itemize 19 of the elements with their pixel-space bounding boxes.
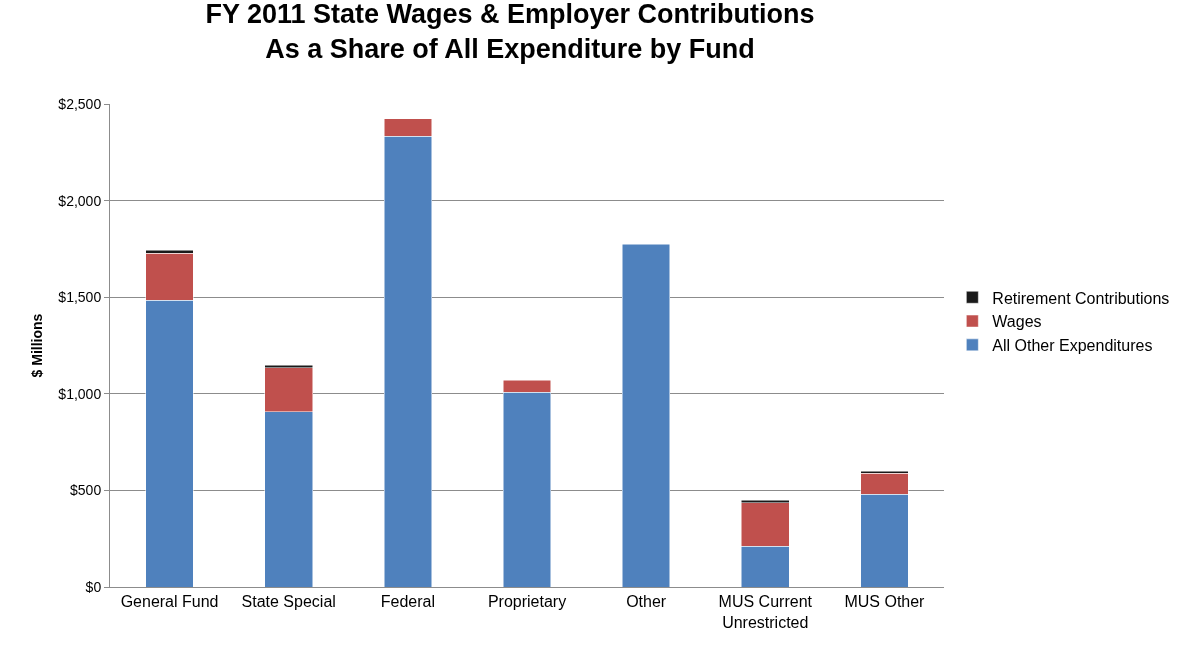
x-tick-label: General Fund <box>120 593 219 611</box>
y-tick-label: $1,000 <box>58 385 102 402</box>
legend-label: Wages <box>992 313 1042 331</box>
y-tick-label: $500 <box>70 482 102 499</box>
y-tick-label: $1,500 <box>58 289 102 306</box>
y-tick-label: $2,500 <box>58 95 102 112</box>
y-tick-label: $0 <box>85 578 102 595</box>
x-tick-label: MUS Other <box>844 593 926 611</box>
x-tick-label: MUS Current Unrestricted <box>718 593 813 631</box>
x-tick-label: Other <box>626 593 667 611</box>
x-tick-label: Federal <box>380 593 435 611</box>
bar <box>622 243 671 587</box>
legend-label: All Other Expenditures <box>992 337 1153 355</box>
chart-title: FY 2011 State Wages & Employer Contributions As a Share of All Expenditure by Fund <box>205 0 815 65</box>
x-tick-label: State Special <box>241 593 336 611</box>
x-tick-label: Proprietary <box>487 593 567 611</box>
y-axis-title: $ Millions <box>28 313 45 378</box>
y-tick-label: $2,000 <box>58 192 102 209</box>
legend-label: Retirement Contributions <box>992 289 1170 307</box>
